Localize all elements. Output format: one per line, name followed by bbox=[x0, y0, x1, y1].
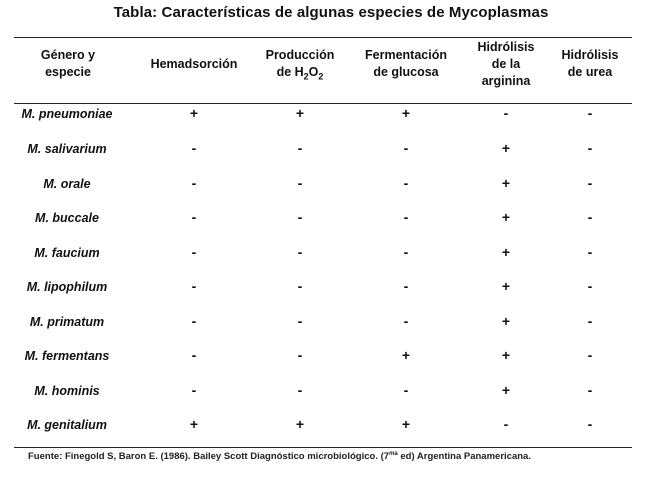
species-name: M. genitalium bbox=[27, 418, 107, 432]
species-name: M. fermentans bbox=[24, 349, 110, 363]
table-cell: - bbox=[503, 416, 509, 432]
table-cell: - bbox=[297, 140, 303, 156]
table-cell: - bbox=[191, 278, 197, 294]
species-name: M. lipophilum bbox=[26, 280, 108, 294]
species-name: M. salivarium bbox=[27, 142, 107, 156]
table-cell: - bbox=[403, 140, 409, 156]
table-cell: - bbox=[297, 175, 303, 191]
table-cell: - bbox=[191, 244, 197, 260]
table-cell: - bbox=[587, 313, 593, 329]
header-hemadsorcion: Hemadsorción bbox=[150, 57, 238, 71]
table-cell: + bbox=[501, 209, 511, 225]
table-cell: - bbox=[403, 175, 409, 191]
table-cell: - bbox=[297, 347, 303, 363]
table-cell: + bbox=[501, 347, 511, 363]
table-cell: + bbox=[295, 416, 305, 432]
species-name: M. hominis bbox=[34, 384, 100, 398]
table-cell: - bbox=[587, 278, 593, 294]
table-cell: - bbox=[191, 140, 197, 156]
table-cell: - bbox=[191, 209, 197, 225]
table-cell: - bbox=[191, 382, 197, 398]
table-cell: - bbox=[587, 175, 593, 191]
table-cell: - bbox=[191, 175, 197, 191]
table-cell: - bbox=[587, 347, 593, 363]
table-cell: + bbox=[295, 105, 305, 121]
table-cell: - bbox=[587, 140, 593, 156]
species-name: M. buccale bbox=[35, 211, 99, 225]
table-cell: - bbox=[403, 209, 409, 225]
table-cell: - bbox=[297, 209, 303, 225]
table-cell: + bbox=[501, 278, 511, 294]
table-cell: - bbox=[587, 382, 593, 398]
table-cell: + bbox=[189, 105, 199, 121]
species-name: M. orale bbox=[43, 177, 91, 191]
table-cell: + bbox=[189, 416, 199, 432]
header-fermentacion: Fermentación de glucosa bbox=[365, 48, 447, 79]
header-arginina: Hidrólisis de la arginina bbox=[477, 40, 535, 88]
footnote: Fuente: Finegold S, Baron E. (1986). Bai… bbox=[28, 451, 531, 463]
bottom-rule bbox=[14, 447, 632, 448]
table-cell: - bbox=[297, 244, 303, 260]
table-cell: + bbox=[501, 175, 511, 191]
table-cell: - bbox=[503, 105, 509, 121]
species-name: M. faucium bbox=[34, 246, 100, 260]
table-cell: - bbox=[403, 382, 409, 398]
table-cell: - bbox=[191, 313, 197, 329]
header-genus: Género y especie bbox=[40, 48, 96, 79]
table-cell: - bbox=[297, 382, 303, 398]
table-cell: + bbox=[501, 382, 511, 398]
table-cell: - bbox=[403, 244, 409, 260]
table-cell: + bbox=[501, 313, 511, 329]
table-cell: + bbox=[401, 416, 411, 432]
header-urea: Hidrólisis de urea bbox=[561, 48, 619, 79]
table-title: Tabla: Características de algunas especi… bbox=[113, 4, 549, 21]
table-cell: - bbox=[403, 278, 409, 294]
table-cell: - bbox=[587, 416, 593, 432]
table-cell: - bbox=[297, 313, 303, 329]
table-cell: + bbox=[501, 140, 511, 156]
table-cell: + bbox=[401, 105, 411, 121]
table-cell: + bbox=[501, 244, 511, 260]
table-cell: - bbox=[587, 209, 593, 225]
table-cell: - bbox=[191, 347, 197, 363]
table-cell: + bbox=[401, 347, 411, 363]
table-cell: - bbox=[403, 313, 409, 329]
top-rule bbox=[14, 37, 632, 38]
species-name: M. pneumoniae bbox=[21, 107, 113, 121]
species-name: M. primatum bbox=[29, 315, 105, 329]
table-cell: - bbox=[587, 105, 593, 121]
header-rule bbox=[14, 103, 632, 104]
table-cell: - bbox=[297, 278, 303, 294]
header-produccion: Producción de H2O2 bbox=[265, 48, 335, 82]
table-cell: - bbox=[587, 244, 593, 260]
